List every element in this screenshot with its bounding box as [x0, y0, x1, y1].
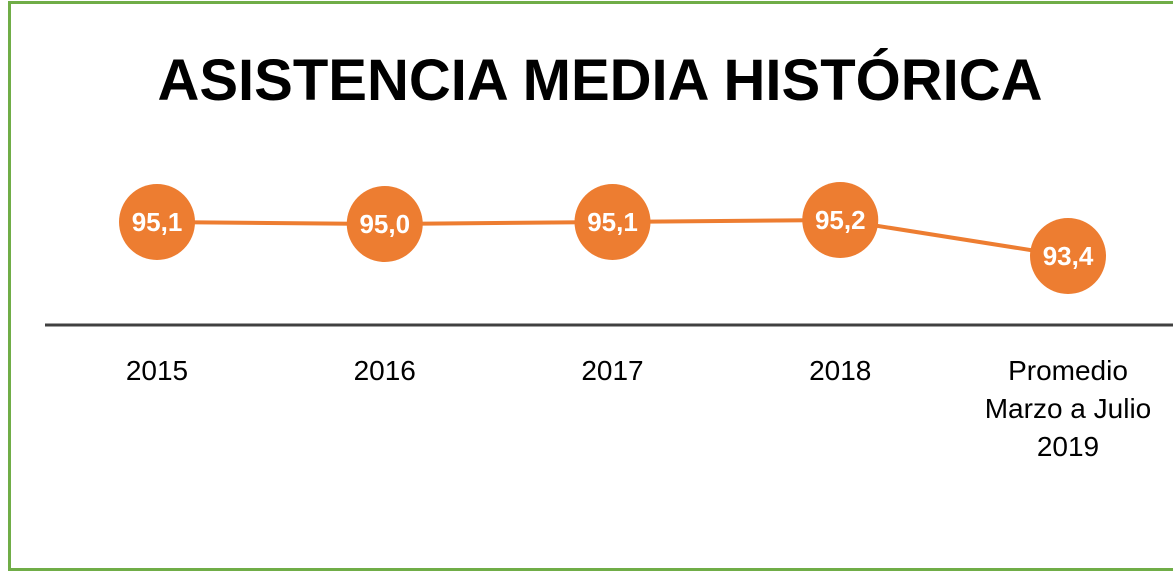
x-tick-label: 2015 [125, 355, 189, 386]
data-label: 95,1 [587, 207, 638, 237]
marker [1030, 218, 1106, 294]
x-tick-label: 2017 [581, 355, 644, 386]
x-tick-label: 2016 [353, 355, 416, 386]
marker [802, 182, 879, 258]
chart-title: ASISTENCIA MEDIA HISTÓRICA [157, 48, 1042, 113]
data-label: 95,0 [359, 209, 410, 239]
data-label: 95,2 [815, 205, 866, 235]
x-tick-label: Promedio Marzo a Julio 2019 [984, 355, 1152, 462]
x-tick-label: 2018 [809, 355, 872, 386]
marker [574, 184, 651, 260]
data-label: 95,1 [132, 207, 183, 237]
marker [119, 184, 195, 260]
marker [346, 186, 423, 262]
data-label: 93,4 [1043, 241, 1094, 271]
